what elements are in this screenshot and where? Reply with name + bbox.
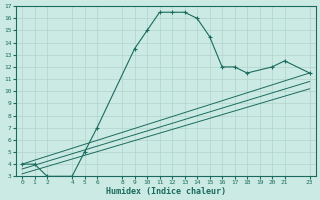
X-axis label: Humidex (Indice chaleur): Humidex (Indice chaleur): [106, 187, 226, 196]
